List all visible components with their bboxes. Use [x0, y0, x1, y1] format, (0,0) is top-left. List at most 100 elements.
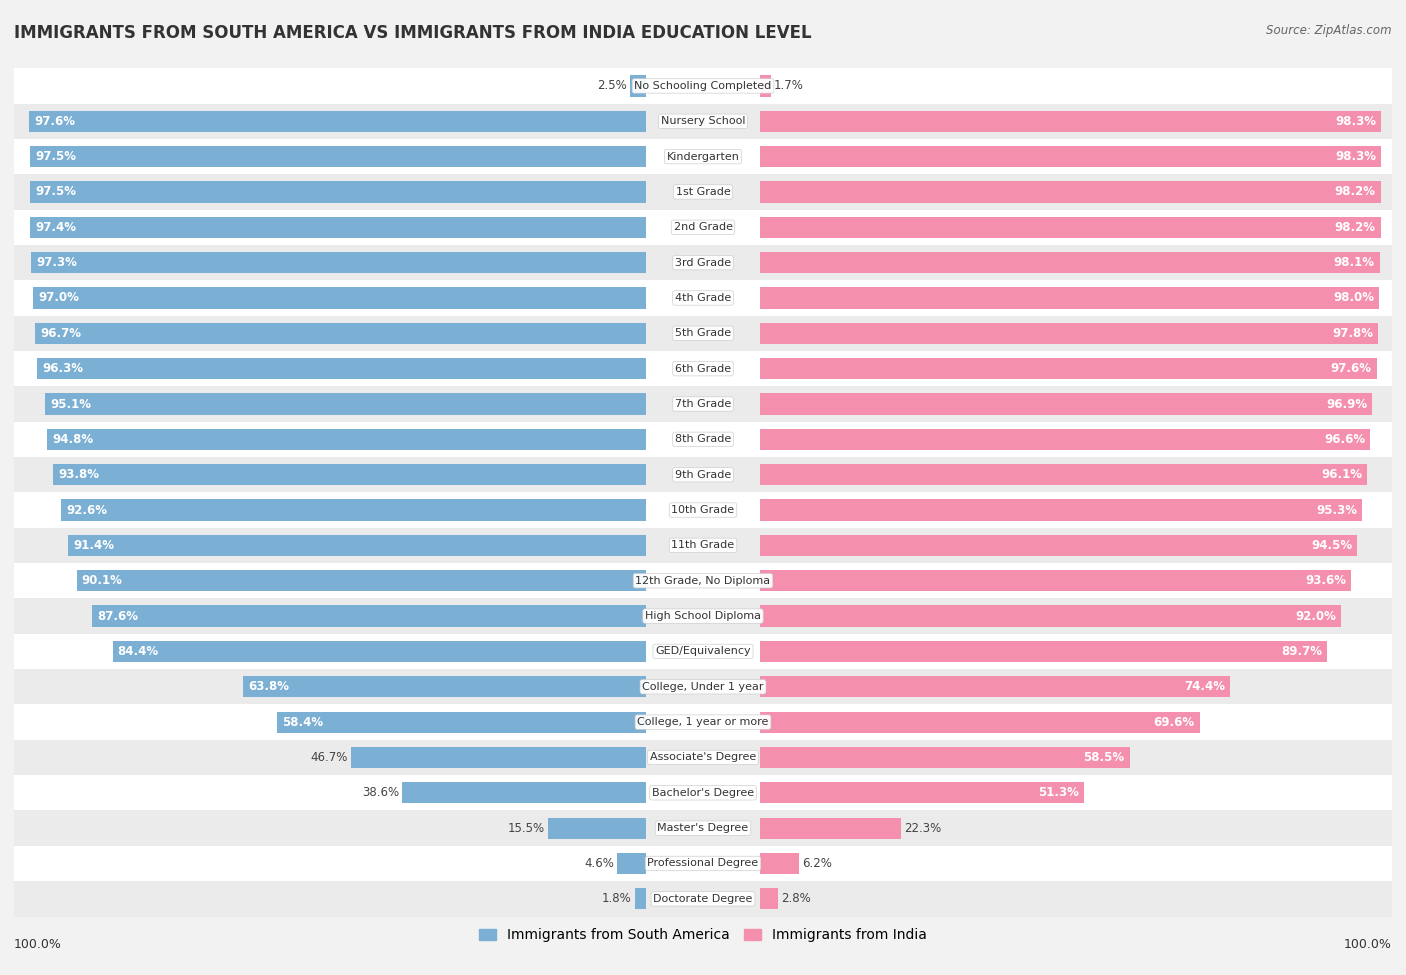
Bar [14, 421, 1392, 457]
Text: Source: ZipAtlas.com: Source: ZipAtlas.com [1267, 24, 1392, 37]
Bar [14, 564, 1392, 599]
Text: 69.6%: 69.6% [1153, 716, 1195, 728]
Bar [14, 846, 1392, 881]
Text: College, Under 1 year: College, Under 1 year [643, 682, 763, 692]
Bar [60, 499, 647, 521]
Bar [30, 111, 647, 132]
Bar [30, 181, 647, 203]
Text: 1.7%: 1.7% [773, 79, 804, 93]
Bar [759, 111, 1381, 132]
Bar [548, 817, 647, 838]
Bar [14, 492, 1392, 527]
Bar [46, 429, 647, 450]
Text: 2nd Grade: 2nd Grade [673, 222, 733, 232]
Bar [93, 605, 647, 627]
Text: 6th Grade: 6th Grade [675, 364, 731, 373]
Bar [759, 288, 1379, 309]
Bar [759, 464, 1367, 486]
Text: Professional Degree: Professional Degree [647, 858, 759, 869]
Bar [634, 888, 647, 910]
Bar [277, 712, 647, 733]
Text: 97.6%: 97.6% [1330, 362, 1372, 375]
Text: No Schooling Completed: No Schooling Completed [634, 81, 772, 91]
Text: 96.9%: 96.9% [1326, 398, 1367, 410]
Bar [69, 535, 647, 556]
Bar [14, 281, 1392, 316]
Bar [759, 853, 799, 875]
Text: 2.5%: 2.5% [598, 79, 627, 93]
Text: 94.5%: 94.5% [1310, 539, 1353, 552]
Bar [759, 535, 1357, 556]
Text: 91.4%: 91.4% [73, 539, 114, 552]
Text: 9th Grade: 9th Grade [675, 470, 731, 480]
Bar [14, 599, 1392, 634]
Text: 98.1%: 98.1% [1334, 256, 1375, 269]
Text: 97.5%: 97.5% [35, 185, 76, 199]
Text: Master's Degree: Master's Degree [658, 823, 748, 834]
Text: High School Diploma: High School Diploma [645, 611, 761, 621]
Bar [14, 740, 1392, 775]
Text: 4th Grade: 4th Grade [675, 292, 731, 303]
Text: 63.8%: 63.8% [247, 681, 288, 693]
Text: College, 1 year or more: College, 1 year or more [637, 717, 769, 727]
Bar [14, 316, 1392, 351]
Legend: Immigrants from South America, Immigrants from India: Immigrants from South America, Immigrant… [474, 922, 932, 948]
Bar [112, 641, 647, 662]
Bar [759, 394, 1372, 414]
Text: 15.5%: 15.5% [508, 822, 546, 835]
Text: 92.0%: 92.0% [1295, 609, 1336, 623]
Bar [14, 704, 1392, 740]
Bar [14, 351, 1392, 386]
Bar [14, 810, 1392, 846]
Bar [14, 68, 1392, 103]
Bar [759, 747, 1129, 768]
Text: 11th Grade: 11th Grade [672, 540, 734, 551]
Text: 1st Grade: 1st Grade [676, 187, 730, 197]
Text: 90.1%: 90.1% [82, 574, 122, 587]
Text: 22.3%: 22.3% [904, 822, 941, 835]
Bar [31, 253, 647, 273]
Text: 94.8%: 94.8% [52, 433, 93, 446]
Bar [759, 782, 1084, 803]
Bar [14, 138, 1392, 175]
Bar [759, 323, 1378, 344]
Bar [759, 358, 1376, 379]
Bar [617, 853, 647, 875]
Text: 84.4%: 84.4% [118, 644, 159, 658]
Text: 5th Grade: 5th Grade [675, 329, 731, 338]
Bar [630, 75, 647, 97]
Bar [759, 817, 901, 838]
Bar [759, 429, 1371, 450]
Bar [14, 775, 1392, 810]
Text: 98.3%: 98.3% [1336, 115, 1376, 128]
Text: 51.3%: 51.3% [1038, 786, 1078, 799]
Text: 100.0%: 100.0% [14, 938, 62, 951]
Bar [77, 570, 647, 591]
Bar [759, 181, 1381, 203]
Text: 97.6%: 97.6% [34, 115, 76, 128]
Text: 46.7%: 46.7% [311, 751, 347, 764]
Text: 87.6%: 87.6% [97, 609, 139, 623]
Text: Kindergarten: Kindergarten [666, 151, 740, 162]
Bar [14, 210, 1392, 245]
Bar [32, 288, 647, 309]
Text: 97.8%: 97.8% [1331, 327, 1374, 340]
Text: 100.0%: 100.0% [1344, 938, 1392, 951]
Text: Bachelor's Degree: Bachelor's Degree [652, 788, 754, 798]
Bar [14, 457, 1392, 492]
Bar [31, 216, 647, 238]
Text: 8th Grade: 8th Grade [675, 434, 731, 445]
Text: 10th Grade: 10th Grade [672, 505, 734, 515]
Text: 4.6%: 4.6% [583, 857, 614, 870]
Text: 96.1%: 96.1% [1322, 468, 1362, 482]
Text: 1.8%: 1.8% [602, 892, 631, 906]
Text: Associate's Degree: Associate's Degree [650, 753, 756, 762]
Bar [759, 216, 1381, 238]
Bar [759, 677, 1230, 697]
Bar [38, 358, 647, 379]
Text: 98.0%: 98.0% [1333, 292, 1374, 304]
Text: 95.1%: 95.1% [51, 398, 91, 410]
Text: 97.3%: 97.3% [37, 256, 77, 269]
Bar [759, 712, 1199, 733]
Bar [45, 394, 647, 414]
